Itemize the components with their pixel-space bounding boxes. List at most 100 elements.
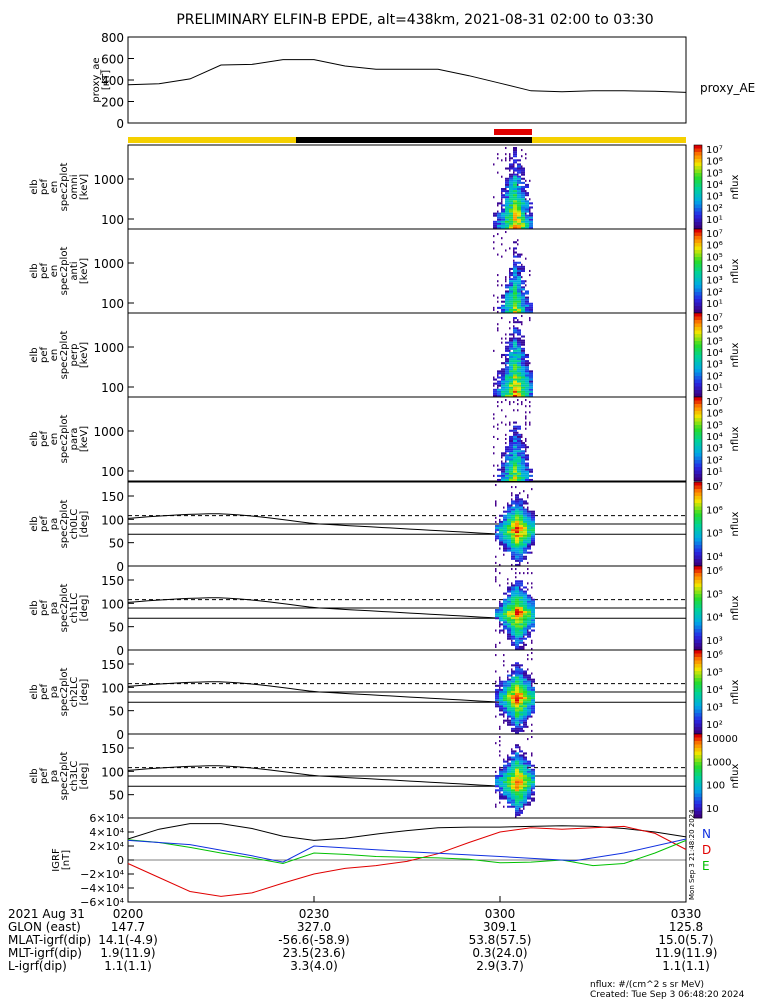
spectrogram-cell — [499, 705, 503, 708]
spectrogram-cell — [513, 339, 517, 342]
colorbar-label-group: nflux — [730, 595, 741, 620]
spectrogram-cell — [507, 758, 511, 761]
spectrogram-cell — [493, 222, 497, 225]
spectrogram-cell — [527, 633, 531, 636]
spectrogram-cell — [497, 380, 501, 383]
colorbar-tick-label: 10⁷ — [706, 313, 723, 324]
colorbar-segment — [694, 489, 702, 493]
spectrogram-cell — [517, 460, 521, 463]
spectrogram-cell — [527, 518, 531, 521]
spectrogram-cell — [527, 494, 529, 497]
spectrogram-cell — [499, 695, 503, 698]
status-bar-red — [494, 129, 532, 135]
spectrogram-cell — [513, 220, 517, 223]
spectrogram-cell — [499, 709, 503, 712]
spectrogram-cell — [527, 506, 529, 509]
spectrogram-cell — [501, 208, 505, 211]
spectrogram-cell — [529, 222, 533, 225]
colorbar-tick-label: 10¹ — [706, 467, 723, 478]
spectrogram-cell — [509, 476, 513, 479]
spectrogram-cell — [499, 525, 503, 528]
spectrogram-cell — [515, 625, 519, 628]
spectrogram-cell — [515, 500, 519, 503]
spectrogram-cell — [525, 300, 529, 303]
colorbar-segment — [694, 428, 702, 433]
spectrogram-cell — [513, 368, 517, 371]
spectrogram-cell — [521, 177, 525, 180]
spectrogram-cell — [517, 466, 521, 469]
spectrogram-cell — [511, 711, 515, 714]
spectrogram-cell — [505, 306, 509, 309]
spectrogram-cell — [515, 645, 519, 648]
spectrogram-cell — [517, 185, 521, 188]
spectrogram-cell — [503, 549, 507, 552]
spectrogram-cell — [511, 514, 515, 517]
spectrogram-cell — [509, 286, 513, 289]
spectrogram-cell — [527, 783, 531, 786]
colorbar-segment — [694, 379, 702, 384]
spectrogram-ylabel-line: [keV] — [79, 258, 90, 284]
spectrogram-cell — [513, 216, 517, 219]
spectrogram-cell — [511, 547, 515, 550]
spectrogram-cell — [521, 376, 525, 379]
spectrogram-cell — [515, 629, 519, 632]
spectrogram-cell — [519, 617, 523, 620]
spectrogram-cell — [513, 167, 517, 170]
spectrogram-frame — [127, 144, 687, 230]
spectrogram-cell — [501, 378, 505, 381]
spectrogram-cell — [523, 758, 527, 761]
spectrogram-cell — [499, 686, 501, 689]
spectrogram-cell — [523, 549, 527, 552]
spectrogram-cell — [513, 427, 517, 430]
spectrogram-cell — [529, 372, 533, 375]
colorbar-segment — [694, 646, 702, 651]
spectrogram-cell — [503, 789, 507, 792]
spectrogram-cell — [519, 770, 523, 773]
spectrogram-cell — [507, 686, 511, 689]
spectrogram-cell — [509, 198, 513, 201]
spectrogram-cell — [505, 347, 509, 350]
spectrogram-cell — [517, 304, 521, 307]
spectrogram-cell — [527, 678, 531, 681]
spectrogram-cell — [521, 458, 525, 461]
spectrogram-cell — [515, 537, 519, 540]
spectrogram-cell — [511, 631, 515, 634]
proxy-ae-ytick-label: 800 — [101, 31, 124, 45]
colorbar-segment — [694, 229, 702, 233]
spectrogram-cell — [511, 795, 515, 798]
spectrogram-cell — [501, 188, 505, 191]
spectrogram-cell — [529, 179, 531, 182]
spectrogram-cell — [509, 304, 513, 307]
spectrogram-cell — [525, 372, 529, 375]
spectrogram-cell — [525, 394, 529, 397]
colorbar-segment — [694, 573, 702, 577]
spectrogram-cell — [527, 543, 531, 546]
spectrogram-cell — [513, 388, 517, 391]
spectrogram-cell — [519, 529, 523, 532]
spectrogram-cell — [519, 547, 523, 550]
spectrogram-cell — [503, 533, 507, 536]
colorbar-tick-label: 10000 — [706, 734, 738, 745]
spectrogram-cell — [501, 382, 505, 385]
spectrogram-cell — [515, 772, 519, 775]
spectrogram-cell — [507, 549, 511, 552]
spectrogram-cell — [495, 680, 497, 683]
colorbar-segment — [694, 390, 702, 394]
spectrogram-cell — [523, 789, 527, 792]
spectrogram-cell — [507, 604, 511, 607]
spectrogram-cell — [521, 181, 525, 184]
spectrogram-cell — [497, 327, 499, 330]
colorbar-segment — [694, 685, 702, 689]
spectrogram-cell — [531, 781, 535, 784]
spectrogram-cell — [509, 384, 513, 387]
spectrogram-cell — [523, 490, 525, 493]
colorbar-segment — [694, 187, 702, 191]
igrf-line-e — [127, 839, 687, 867]
colorbar-segment — [694, 734, 702, 738]
spectrogram-cell — [527, 654, 529, 657]
spectrogram-cell — [495, 533, 499, 536]
spectrogram-cell — [519, 590, 523, 593]
spectrogram-cell — [521, 224, 525, 227]
spectrogram-cell — [525, 378, 529, 381]
spectrogram-cell — [529, 206, 533, 209]
